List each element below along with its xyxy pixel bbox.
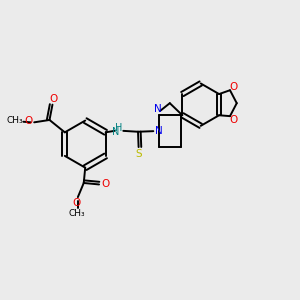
Text: N: N bbox=[112, 127, 119, 137]
Text: N: N bbox=[154, 104, 162, 114]
Text: S: S bbox=[135, 148, 142, 158]
Text: CH₃: CH₃ bbox=[68, 209, 85, 218]
Text: CH₃: CH₃ bbox=[7, 116, 23, 125]
Text: O: O bbox=[101, 179, 110, 190]
Text: O: O bbox=[49, 94, 57, 104]
Text: O: O bbox=[230, 82, 238, 92]
Text: O: O bbox=[230, 115, 238, 125]
Text: O: O bbox=[73, 198, 81, 208]
Text: H: H bbox=[115, 123, 123, 133]
Text: N: N bbox=[155, 126, 163, 136]
Text: O: O bbox=[25, 116, 33, 126]
